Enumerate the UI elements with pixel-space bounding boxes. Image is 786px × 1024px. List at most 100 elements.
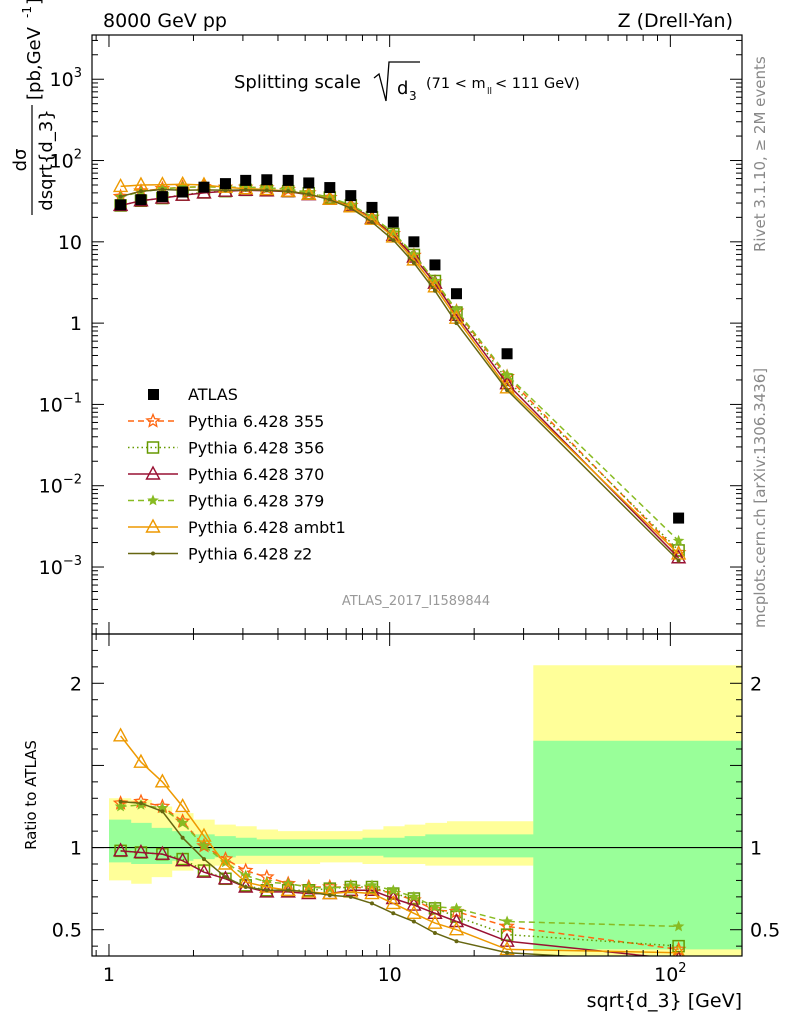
ylabel-numerator: dσ <box>10 149 31 172</box>
rivet-version-label: Rivet 3.1.10, ≥ 2M events <box>751 56 769 252</box>
legend-entry-1: Pythia 6.428 356 <box>128 439 324 458</box>
main-series-5-point <box>223 188 228 193</box>
ratio-series-5-point <box>264 888 269 893</box>
main-series-5-point <box>264 188 269 193</box>
legend-label-2: Pythia 6.428 370 <box>188 465 324 484</box>
legend-entry-0: Pythia 6.428 355 <box>128 412 324 431</box>
main-series-5-point <box>306 192 311 197</box>
legend-marker-5 <box>151 551 155 556</box>
y-tick-label: 102 <box>50 148 82 173</box>
main-series-5-point <box>243 187 248 192</box>
ratio-series-5-point <box>369 901 374 906</box>
legend-marker-1 <box>146 441 160 454</box>
legend-marker-0 <box>145 412 161 428</box>
ratio-series-layer <box>112 727 687 956</box>
main-series-5-point <box>369 220 374 225</box>
atlas-data-point <box>261 174 273 186</box>
atlas-data-point <box>156 191 168 203</box>
ratio-series-5-point <box>411 919 416 924</box>
ratio-series-4-point <box>112 727 129 742</box>
ratio-series-5-point <box>454 939 459 944</box>
atlas-data-point <box>115 199 127 211</box>
main-series-5-point <box>391 238 396 243</box>
ratio-series-3-point <box>429 900 441 912</box>
main-y-axis-label: dσ dsqrt{d_3} [pb,GeV -1 ] <box>10 0 57 215</box>
legend-label-atlas: ATLAS <box>188 385 238 404</box>
ratio-series-3-point <box>501 915 513 927</box>
legend-entry-4: Pythia 6.428 ambt1 <box>128 518 346 537</box>
ratio-series-4-point <box>364 885 380 900</box>
ratio-series-5-point <box>118 799 123 804</box>
ratio-series-4-point <box>196 827 212 842</box>
atlas-data-point <box>345 190 357 202</box>
ratio-series-4-point <box>385 894 401 910</box>
ratio-series-2-point <box>133 844 149 859</box>
legend-marker-4 <box>145 518 161 533</box>
x-tick-label: 10 <box>378 964 402 986</box>
title-symbol: d <box>397 78 408 99</box>
title-main: Splitting scale <box>234 72 361 93</box>
ratio-uncertainty-bands <box>92 665 742 956</box>
main-series-4-point <box>238 180 254 195</box>
main-series-5-point <box>286 189 291 194</box>
ratio-series-2-point <box>196 863 212 878</box>
ratio-series-4-point <box>322 885 338 900</box>
ratio-y-tick-label-left: 1 <box>70 838 82 860</box>
ratio-series-4-point <box>154 773 171 788</box>
ratio-series-0-point <box>196 837 212 853</box>
ratio-series-0-point <box>280 875 296 891</box>
atlas-data-point <box>429 259 441 271</box>
atlas-data-point <box>324 182 336 194</box>
main-series-5-point <box>160 187 165 192</box>
ratio-series-2-point <box>448 913 465 928</box>
legend-label-5: Pythia 6.428 z2 <box>188 545 312 564</box>
atlas-data-point <box>240 174 252 186</box>
ratio-plot-frame <box>91 633 743 957</box>
ratio-series-2-point <box>427 904 443 919</box>
main-series-4-point <box>343 198 359 213</box>
ratio-series-5-point <box>223 875 228 880</box>
atlas-data-point <box>408 236 420 248</box>
atlas-data-point <box>387 216 399 228</box>
chart-title: Splitting scale d 3 (71 < m ll < 111 GeV… <box>234 61 580 103</box>
ratio-series-4-point <box>174 798 191 813</box>
atlas-data-point <box>219 178 231 190</box>
main-series-3-point <box>672 534 685 546</box>
legend-label-1: Pythia 6.428 356 <box>188 439 324 458</box>
ratio-series-3-point <box>408 890 420 902</box>
ratio-series-3-point <box>387 884 399 896</box>
ylabel-unit: [pb,GeV <box>24 26 45 100</box>
title-range-sub: ll <box>487 87 492 97</box>
ratio-series-3-point <box>672 920 685 932</box>
legend-label-0: Pythia 6.428 355 <box>188 412 324 431</box>
main-series-5-point <box>411 260 416 265</box>
legend-entry-3: Pythia 6.428 379 <box>128 492 324 511</box>
main-series-5-point <box>454 321 459 326</box>
ratio-series-3-point <box>260 876 273 887</box>
ratio-series-3-point <box>114 800 127 812</box>
ratio-y-axis-label: Ratio to ATLAS <box>22 740 40 850</box>
legend-marker-3 <box>147 494 159 506</box>
main-series-5-point <box>676 558 681 563</box>
ratio-series-5-point <box>391 911 396 916</box>
ratio-series-5 <box>118 799 578 956</box>
y-tick-label: 10−2 <box>39 473 82 498</box>
ratio-series-5-point <box>348 894 353 899</box>
main-series-4-point <box>364 210 380 225</box>
ratio-y-tick-label-right: 1 <box>750 838 762 860</box>
y-tick-label: 10−3 <box>39 554 82 579</box>
axes-layer: 10−3 10−2 10−1 1 10 102 103 0.5 0.5 1 1 2 2 1 10 102 <box>39 34 780 986</box>
x-axis-label: sqrt{d_3} [GeV] <box>587 990 742 1012</box>
title-range: (71 < m <box>426 76 486 92</box>
atlas-data-point <box>366 201 378 213</box>
main-series-4-point <box>259 181 275 196</box>
y-tick-label: 103 <box>50 66 82 91</box>
ratio-series-5-point <box>286 888 291 893</box>
y-tick-label: 10 <box>58 232 82 254</box>
ratio-y-tick-label-right: 0.5 <box>750 920 780 942</box>
main-series-5-point <box>348 206 353 211</box>
ratio-series-4-point <box>133 753 149 768</box>
legend-entry-5: Pythia 6.428 z2 <box>128 545 312 564</box>
main-series-5-point <box>138 189 143 194</box>
